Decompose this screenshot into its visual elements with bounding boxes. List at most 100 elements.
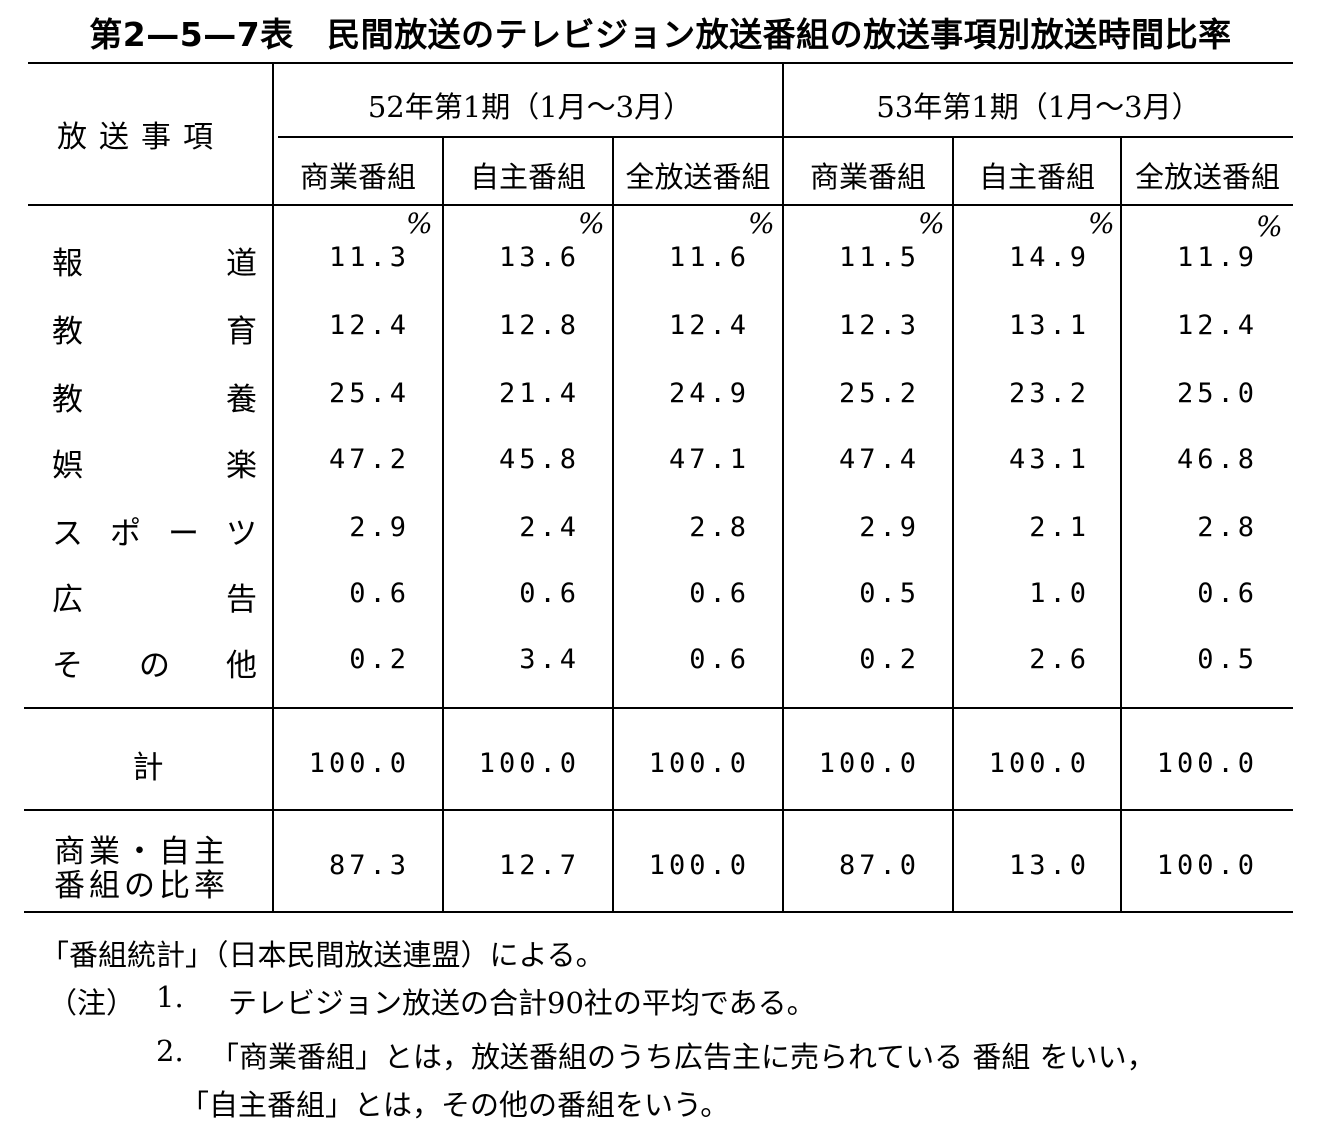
category-label-char: 他 [226,648,257,684]
table-cell: 2.9 [349,512,410,543]
category-header: 放送事項 [57,120,225,155]
table-cell: 24.9 [668,378,750,409]
table-cell: 1.0 [1029,578,1090,609]
note-prefix: （注） [48,986,136,1020]
vline-period [782,62,784,911]
ratio-label-line2: 番組の比率 [54,868,229,904]
table-cell: 25.0 [1176,378,1258,409]
table-cell: 25.4 [328,378,410,409]
table-cell: 2.4 [519,512,580,543]
rule-header-bottom [28,204,1293,206]
table-cell: 0.6 [1197,578,1258,609]
category-label-char: 告 [226,582,257,618]
table-cell: 47.1 [668,444,750,475]
table-cell: 0.6 [349,578,410,609]
table-cell: 25.2 [838,378,920,409]
table-cell: 13.1 [1008,310,1090,341]
table-cell: 13.6 [498,242,580,273]
table-cell: 12.8 [498,310,580,341]
ratio-cell: 100.0 [648,850,750,881]
table-cell: 2.8 [1197,512,1258,543]
rule-total-bottom [24,809,1293,811]
table-cell: 43.1 [1008,444,1090,475]
category-label-char: ス [52,516,83,552]
ratio-cell: 87.0 [838,850,920,881]
col-header-52-all: 全放送番組 [625,160,771,194]
note-2-number: 2. [156,1034,184,1068]
total-cell: 100.0 [988,748,1090,779]
source-note: 「番組統計」（日本民間放送連盟）による。 [40,938,605,972]
table-cell: 12.4 [1176,310,1258,341]
category-label: その他 [52,640,257,685]
total-cell: 100.0 [1156,748,1258,779]
table-cell: 11.5 [838,242,920,273]
percent-mark: % [918,207,945,240]
total-cell: 100.0 [478,748,580,779]
table-cell: 0.5 [859,578,920,609]
note-2-line1: 「商業番組」とは，放送番組のうち広告主に売られている 番組 をいい， [210,1040,1156,1074]
category-label-char: 教 [52,382,83,418]
table-cell: 3.4 [519,644,580,675]
table-cell: 21.4 [498,378,580,409]
category-label: 報道 [52,238,257,283]
ratio-cell: 12.7 [498,850,580,881]
col-header-53-all: 全放送番組 [1134,160,1280,194]
table-cell: 45.8 [498,444,580,475]
total-cell: 100.0 [648,748,750,779]
vline-category [272,62,274,911]
category-label: 教養 [52,374,257,419]
table-cell: 12.3 [838,310,920,341]
vline-c4 [952,136,954,911]
ratio-cell: 87.3 [328,850,410,881]
percent-mark: % [748,207,775,240]
total-cell: 100.0 [818,748,920,779]
rule-period [278,136,1293,138]
category-label-char: の [139,648,170,684]
table-cell: 0.6 [689,644,750,675]
percent-mark: % [406,207,433,240]
ratio-label-line1: 商業・自主 [54,834,229,870]
table-cell: 0.6 [689,578,750,609]
table-cell: 2.6 [1029,644,1090,675]
note-2-line2: 「自主番組」とは，その他の番組をいう。 [180,1088,730,1122]
category-label: スポーツ [52,508,257,553]
table-cell: 0.2 [859,644,920,675]
category-label: 娯楽 [52,440,257,485]
category-label-char: ー [168,516,199,552]
percent-mark: % [1256,210,1283,243]
category-label-char: そ [52,648,83,684]
table-cell: 11.6 [668,242,750,273]
table-cell: 2.8 [689,512,750,543]
rule-data-bottom [24,707,1293,709]
table-cell: 23.2 [1008,378,1090,409]
note-1-text: テレビジョン放送の合計90社の平均である。 [228,986,816,1020]
col-header-52-commercial: 商業番組 [299,160,416,194]
category-label-char: 育 [226,314,257,350]
table-cell: 2.9 [859,512,920,543]
ratio-cell: 13.0 [1008,850,1090,881]
category-label-char: 道 [226,246,257,282]
category-label-char: 報 [52,246,83,282]
percent-mark: % [1088,207,1115,240]
total-label: 計 [132,750,164,786]
vline-c2 [612,136,614,911]
table-cell: 12.4 [328,310,410,341]
table-cell: 47.2 [328,444,410,475]
table-cell: 11.9 [1176,242,1258,273]
category-label: 広告 [52,574,257,619]
category-label-char: 娯 [52,448,83,484]
table-cell: 46.8 [1176,444,1258,475]
vline-c5 [1120,136,1122,911]
category-label: 教育 [52,306,257,351]
vline-c1 [442,136,444,911]
category-label-char: 教 [52,314,83,350]
category-label-char: ポ [110,516,141,552]
category-label-char: 広 [52,582,83,618]
ratio-cell: 100.0 [1156,850,1258,881]
rule-top [28,62,1293,64]
percent-mark: % [578,207,605,240]
table-cell: 2.1 [1029,512,1090,543]
rule-bottom [24,911,1293,913]
table-cell: 0.6 [519,578,580,609]
table-cell: 14.9 [1008,242,1090,273]
